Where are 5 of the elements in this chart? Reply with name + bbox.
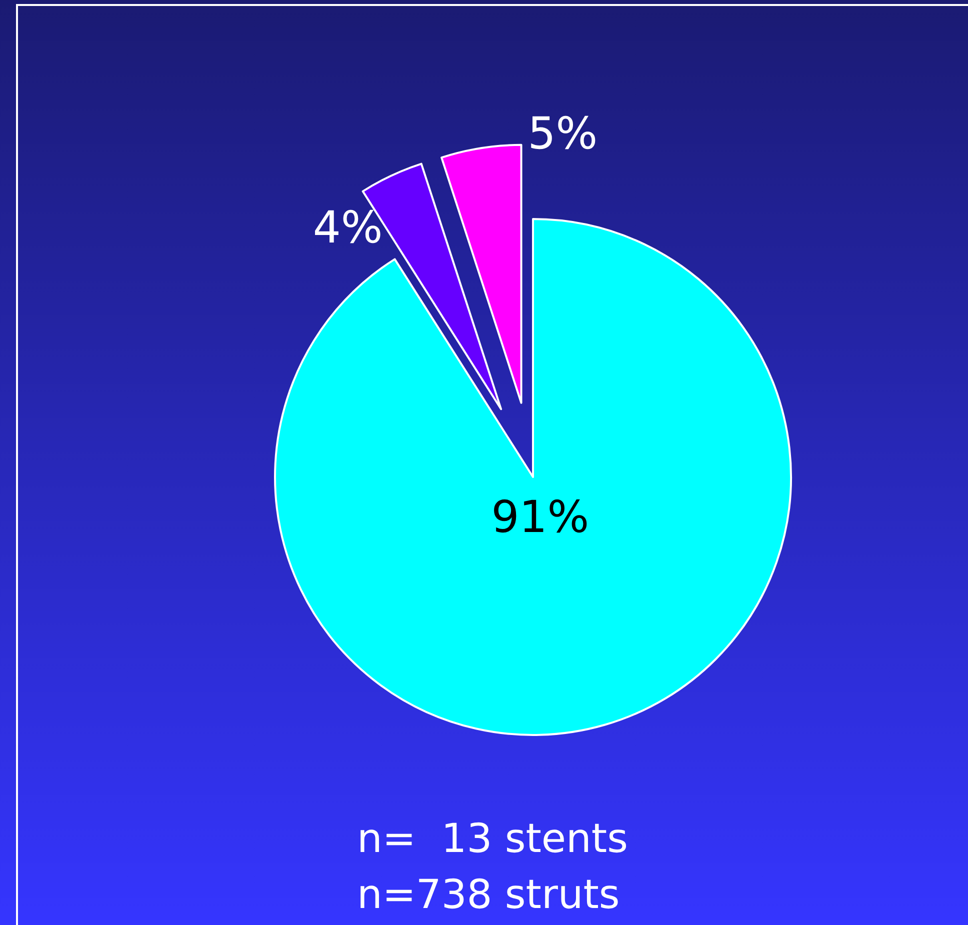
text: n= 13 stents (357, 816, 628, 862)
data-label: 4% (312, 202, 383, 254)
data-label: 5% (528, 108, 598, 160)
text: n=738 struts (357, 872, 620, 918)
data-label: 91% (491, 492, 590, 543)
